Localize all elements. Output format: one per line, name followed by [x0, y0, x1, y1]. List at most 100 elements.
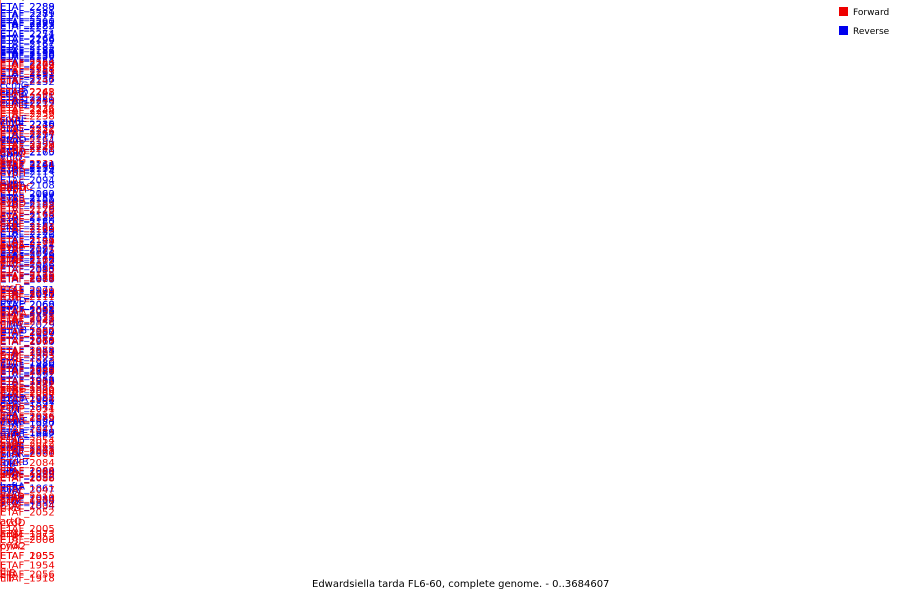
gene-label: ETAF_2088: [0, 473, 55, 484]
gene-label: ETAF_1838: [0, 496, 55, 507]
gene-label: ETAF_2271: [0, 11, 55, 22]
gene-label: ETAF_2076: [0, 274, 55, 285]
gene-label: ETAF_2183: [0, 199, 55, 210]
gene-label: aroF: [0, 443, 22, 454]
gene-label: ETAF_2121: [0, 243, 55, 254]
gene-label: ycfX: [0, 497, 22, 508]
gene-label: evpB: [0, 194, 25, 205]
gene-label: ETAF_2102: [0, 327, 55, 338]
gene-label: ETAF_2063: [0, 305, 55, 316]
gene-label: ETAF_1877: [0, 446, 55, 457]
gene-label: ETAF_2115: [0, 264, 55, 275]
gene-label: ETAF_2264: [0, 59, 55, 70]
gene-label: ETAF_2055: [0, 551, 55, 562]
gene-label: ETAF_1861: [0, 484, 55, 495]
gene-label: ETAF_2190: [0, 196, 55, 207]
gene-label: evpK: [0, 162, 25, 173]
gene-label: ETAF_2238: [0, 112, 55, 123]
gene-label: ETAF_2216: [0, 120, 55, 131]
gene-label: ETAF_2194: [0, 136, 55, 147]
gene-label: ETAF_2125: [0, 227, 55, 238]
gene-label: uvrY: [0, 487, 23, 498]
gene-label: ETAF_1923: [0, 365, 55, 376]
gene-label: ETAF_2221: [0, 92, 55, 103]
gene-label: ETAF_2056: [0, 570, 55, 581]
tick-label-layer: 2550 kbp2500 kbp2450 kbp2400 kbp2350 kbp…: [0, 0, 26, 2]
gene-label: ETAF_2068: [0, 300, 55, 311]
gene-label: evpN: [0, 148, 26, 159]
gene-label: ETAF_2236: [0, 104, 55, 115]
gene-label: ETAF_2161: [0, 68, 55, 79]
gene-label: ETAF_2188: [0, 200, 55, 211]
gene-label: ETAF_1932: [0, 469, 55, 480]
gene-label: ETAF_2003: [0, 447, 55, 458]
gene-label: ybhG: [0, 384, 26, 395]
gene-label: ETAF_2032: [0, 472, 55, 483]
gene-label: ETAF_2193: [0, 140, 55, 151]
gene-label: dedD: [0, 135, 27, 146]
gene-label: cydC: [0, 541, 25, 552]
gene-label: ETAF_2087: [0, 327, 55, 338]
gene-label: ETAF_2109: [0, 286, 55, 297]
gene-label: ETAF_1902: [0, 394, 55, 405]
gene-label: ETAF_2054: [0, 436, 55, 447]
gene-label: ETAF_2034: [0, 394, 55, 405]
gene-label: ETAF_2132: [0, 77, 55, 88]
legend-label-forward: Forward: [853, 8, 889, 18]
gene-label: ETAF_2279: [0, 9, 55, 20]
gene-label: ETAF_2119: [0, 257, 55, 268]
gene-label: ETAF_2124: [0, 241, 55, 252]
gene-label: ETAF_2241: [0, 144, 55, 155]
gene-label: ETAF_2180: [0, 217, 55, 228]
gene-label: ETAF_2012: [0, 438, 55, 449]
gene-label: ETAF_2151: [0, 222, 55, 233]
gene-label: yciS: [0, 491, 21, 502]
gene-label: ETAF_2033: [0, 307, 55, 318]
gene-label: lolA: [0, 410, 19, 421]
gene-label: ETAF_2232: [0, 99, 55, 110]
gene-label: ETAF_2144: [0, 160, 55, 171]
gene-label: ETAF_2095: [0, 265, 55, 276]
gene-label: ETAF_2152: [0, 219, 55, 230]
gene-label: ETAF_2266: [0, 34, 55, 45]
gene-label: ubiX: [0, 149, 22, 160]
gene-label: ETAF_2126: [0, 230, 55, 241]
gene-label: ETAF_2263: [0, 60, 55, 71]
gene-label: ETAF_2250: [0, 95, 55, 106]
gene-label: ybhS: [0, 402, 25, 413]
gene-label: torY: [0, 351, 21, 362]
gene-label: ETAF_2217: [0, 132, 55, 143]
gene-label: ETAF_2051: [0, 404, 55, 415]
gene-label: ybhR: [0, 415, 26, 426]
gene-label: ETAF_2006: [0, 535, 55, 546]
tick-label: 2550 kbp: [0, 0, 26, 2]
genome-caption: Edwardsiella tarda FL6-60, complete geno…: [312, 579, 609, 590]
gene-label: evpG: [0, 155, 26, 166]
gene-label: ETAF_2185: [0, 42, 55, 53]
gene-label: ETAF_2047: [0, 485, 55, 496]
gene-label: ETAF_2197: [0, 130, 55, 141]
gene-label: ETAF_2044: [0, 466, 55, 477]
gene-label: ccmL: [0, 118, 27, 129]
gene-label: ETAF_2162: [0, 255, 55, 266]
gene-label: ETAF_2080: [0, 385, 55, 396]
gene-label: artP: [0, 431, 20, 442]
gene-label: mukE: [0, 429, 28, 440]
gene-label: ETAF_2112: [0, 290, 55, 301]
gene-label: evpC: [0, 177, 25, 188]
gene-label: ETAF_1956: [0, 376, 55, 387]
gene-label: ETAF_2043: [0, 444, 55, 455]
gene-label: ETAF_2129: [0, 205, 55, 216]
gene-label: ETAF_2118: [0, 251, 55, 262]
gene-label: ETAF_2160: [0, 189, 55, 200]
gene-label: ETAF_2139: [0, 164, 55, 175]
gene-label: ETAF_1984: [0, 494, 55, 505]
gene-label: fliZ: [0, 467, 16, 478]
gene-label: ETAF_2049: [0, 366, 55, 377]
gene-label: lolE: [0, 484, 18, 495]
gene-label: ETAF_2066: [0, 306, 55, 317]
gene-label: yfcD: [0, 152, 23, 163]
gene-label: ETAF_2079: [0, 367, 55, 378]
gene-label: ETAF_2272: [0, 60, 55, 71]
gene-label: ETAF_2127: [0, 213, 55, 224]
